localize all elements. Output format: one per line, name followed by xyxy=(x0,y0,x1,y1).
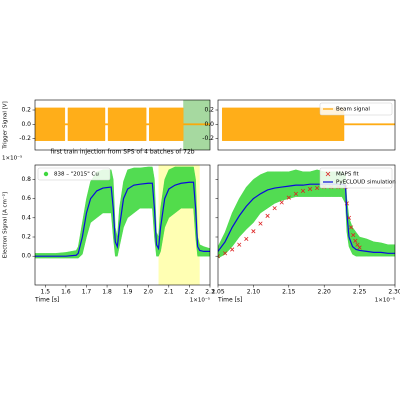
x-tick-label: 2.20 xyxy=(318,289,332,296)
x-tick-label: 2.3 xyxy=(205,289,215,296)
fit-marker xyxy=(237,242,242,247)
fit-marker xyxy=(222,251,228,256)
x-tick-label: 2.30 xyxy=(388,289,400,296)
y-tick-label: 0.2 xyxy=(204,107,214,114)
y-tick-label: -0.2 xyxy=(202,135,214,142)
x-tick-label: 2.0 xyxy=(143,289,153,296)
axes-frame xyxy=(217,99,396,151)
fit-marker xyxy=(300,188,306,194)
y-axis-label: Electron Signal [A cm⁻²] xyxy=(2,192,9,258)
y-tick-label: 0.0 xyxy=(21,121,31,128)
legend-label: Beam signal xyxy=(336,107,370,113)
legend-label: PyECLOUD simulation xyxy=(336,180,396,186)
x-tick-label: 1.8 xyxy=(102,289,112,296)
legend-label: MAPS fit xyxy=(336,172,360,178)
x-offset-label: 1×10⁻⁵ xyxy=(190,297,210,304)
x-tick-label: 2.15 xyxy=(282,289,296,296)
x-tick-label: 2.1 xyxy=(164,289,174,296)
x-tick-label: 2.05 xyxy=(211,289,225,296)
x-tick-label: 2.25 xyxy=(353,289,367,296)
y-tick-label: 0.0 xyxy=(204,121,214,128)
x-tick-label: 1.6 xyxy=(61,289,71,296)
x-offset-label: 1×10⁻⁵ xyxy=(375,297,395,304)
plot-area xyxy=(35,165,210,285)
fit-marker xyxy=(272,206,277,211)
x-tick-label: 1.9 xyxy=(123,289,133,296)
fit-marker xyxy=(286,195,291,200)
x-axis-label: Time [s] xyxy=(217,297,242,304)
y-offset-label: 1×10⁻⁵ xyxy=(2,155,22,162)
fit-marker xyxy=(355,242,360,247)
legend-box xyxy=(37,167,111,181)
x-tick-label: 1.5 xyxy=(41,289,51,296)
fit-marker xyxy=(265,213,270,218)
signal-band xyxy=(218,169,395,259)
x-axis-label: Time [s] xyxy=(34,297,59,304)
signal-band xyxy=(35,166,210,259)
y-tick-label: 0.6 xyxy=(21,195,31,202)
fit-marker xyxy=(315,185,320,191)
axes-frame xyxy=(34,164,211,286)
x-tick-label: 2.10 xyxy=(247,289,261,296)
chart-title: first train injection from SPS of 4 batc… xyxy=(50,149,194,156)
plot-area xyxy=(35,100,210,150)
legend-box xyxy=(319,102,393,116)
fit-marker xyxy=(230,247,235,252)
axes-frame xyxy=(217,164,396,286)
simulation-line xyxy=(35,181,210,257)
y-tick-label: -0.2 xyxy=(19,135,31,142)
fit-marker xyxy=(218,254,221,259)
fit-marker xyxy=(351,232,356,238)
fit-marker xyxy=(307,186,313,192)
y-tick-label: 0.8 xyxy=(21,176,31,183)
legend-marker xyxy=(43,171,49,177)
x-tick-label: 1.7 xyxy=(82,289,92,296)
legend-box xyxy=(319,167,393,189)
fit-marker xyxy=(258,221,263,226)
y-tick-label: 0.2 xyxy=(21,107,31,114)
y-tick-label: 0.0 xyxy=(21,253,31,260)
fit-marker xyxy=(251,229,256,234)
fit-marker xyxy=(244,236,249,242)
legend-label: 838 – "2015" Cu xyxy=(54,172,99,178)
axes-frame xyxy=(34,99,211,151)
fit-marker xyxy=(349,225,354,230)
fit-marker xyxy=(357,245,362,250)
legend-marker xyxy=(325,171,331,177)
y-tick-label: 0.4 xyxy=(21,214,31,221)
y-axis-label: Trigger Signal [V] xyxy=(3,101,9,149)
fit-marker xyxy=(353,238,358,243)
fit-marker xyxy=(293,191,298,196)
y-tick-label: 0.2 xyxy=(21,234,31,241)
fit-marker xyxy=(279,200,284,205)
x-tick-label: 2.2 xyxy=(185,289,195,296)
signal-band xyxy=(35,107,210,141)
